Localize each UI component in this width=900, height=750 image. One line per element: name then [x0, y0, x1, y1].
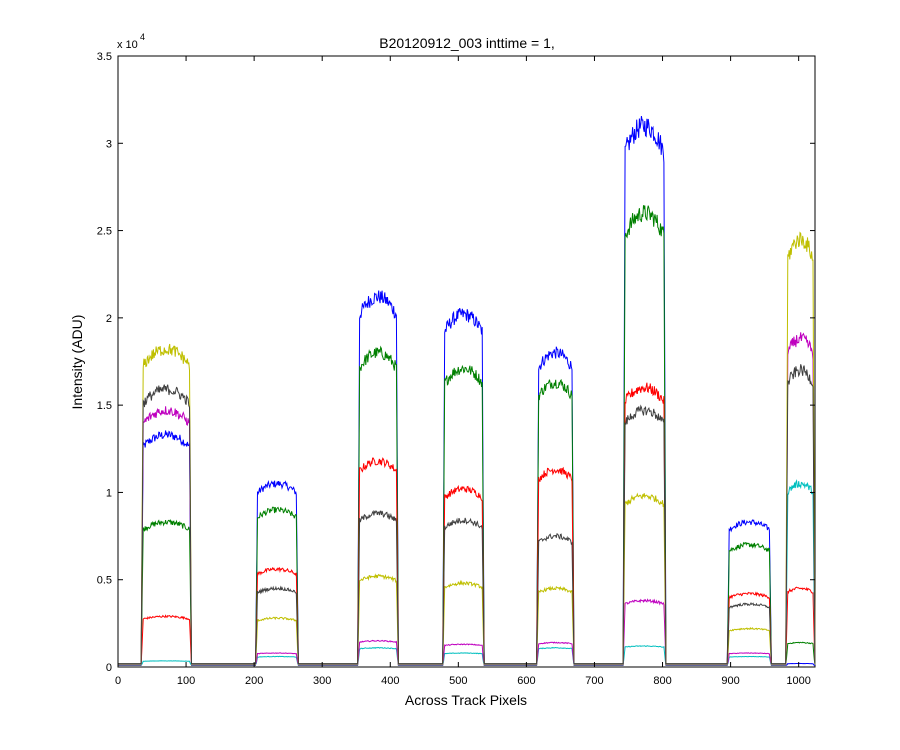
y-tick-label: 0 [106, 662, 112, 674]
y-tick-label: 1 [106, 487, 112, 499]
y-axis-multiplier-exponent: 4 [140, 32, 145, 42]
y-axis-label: Intensity (ADU) [69, 315, 85, 410]
x-tick-label: 200 [245, 675, 263, 687]
y-tick-label: 1.5 [97, 400, 112, 412]
x-tick-label: 900 [721, 675, 739, 687]
x-tick-label: 100 [177, 675, 195, 687]
chart-title: B20120912_003 inttime = 1, [379, 35, 555, 51]
y-tick-label: 3.5 [97, 51, 112, 63]
x-axis-label: Across Track Pixels [405, 692, 527, 708]
plot-frame [117, 55, 816, 668]
y-axis-multiplier: x 10 [117, 39, 138, 51]
x-tick-label: 0 [115, 675, 121, 687]
x-tick-label: 300 [313, 675, 331, 687]
series-layer [118, 116, 816, 666]
y-tick-label: 0.5 [97, 575, 112, 587]
x-tick-label: 1000 [786, 675, 810, 687]
y-tick-label: 2 [106, 313, 112, 325]
ticks-layer: 0 100 200 300 400 500 600 700 800 900 1000 0 0.5 1 1.5… [97, 51, 815, 687]
x-tick-label: 500 [449, 675, 467, 687]
x-tick-label: 400 [381, 675, 399, 687]
x-tick-label: 600 [517, 675, 535, 687]
x-tick-label: 700 [585, 675, 603, 687]
y-tick-label: 2.5 [97, 226, 112, 238]
y-tick-label: 3 [106, 138, 112, 150]
series-line-7 [118, 364, 816, 665]
x-tick-label: 800 [653, 675, 671, 687]
plot-area: 0 100 200 300 400 500 600 700 800 900 1000 0 0.5 1 1.5… [97, 51, 816, 687]
